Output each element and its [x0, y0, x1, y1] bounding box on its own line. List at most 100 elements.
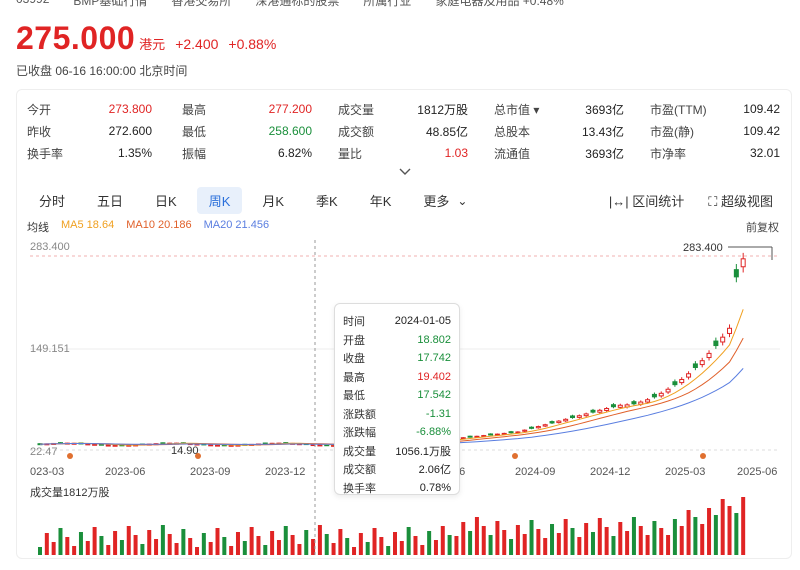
volume-bar	[509, 539, 513, 555]
volume-bar	[393, 532, 397, 555]
volume-bar	[454, 536, 458, 555]
candle	[652, 394, 656, 396]
candle	[577, 416, 581, 418]
volume-bar	[714, 515, 718, 555]
volume-bar	[202, 533, 206, 555]
volume-bar	[127, 526, 131, 555]
volume-bar	[58, 528, 62, 555]
volume-bar	[468, 531, 472, 555]
volume-bar	[625, 531, 629, 555]
candle	[530, 427, 534, 428]
volume-bar	[229, 546, 233, 555]
x-axis-label: 2023-12	[265, 466, 305, 478]
volume-label: 成交量1812万股	[30, 485, 109, 499]
volume-bar	[591, 532, 595, 555]
volume-bar	[297, 544, 301, 555]
volume-bar	[72, 546, 76, 555]
candle	[700, 361, 704, 365]
candle	[564, 419, 568, 421]
tooltip-row: 成交量 1056.1万股	[343, 442, 451, 461]
tooltip-row: 涨跌额 -1.31	[343, 405, 451, 424]
tooltip-value: 19.402	[417, 371, 451, 383]
volume-bar	[345, 538, 349, 555]
tooltip-row: 最高 19.402	[343, 368, 451, 387]
volume-bar	[270, 531, 274, 555]
candle	[714, 341, 718, 345]
candle	[216, 445, 220, 446]
candle	[209, 445, 213, 446]
volume-bar	[550, 524, 554, 555]
volume-bar	[386, 546, 390, 555]
volume-bar	[639, 526, 643, 555]
candle	[468, 436, 472, 437]
volume-bar	[605, 527, 609, 555]
tooltip-label: 收盘	[343, 350, 365, 366]
candle	[550, 422, 554, 423]
volume-bar	[256, 536, 260, 555]
volume-bar	[659, 528, 663, 555]
tooltip-value: 18.802	[417, 334, 451, 346]
volume-bar	[413, 536, 417, 555]
volume-bar	[168, 534, 172, 555]
volume-bar	[475, 517, 479, 555]
x-axis-label: 2025-03	[665, 466, 705, 478]
volume-bar	[489, 535, 493, 555]
tooltip-value: 1056.1万股	[395, 443, 451, 459]
volume-bar	[311, 539, 315, 555]
volume-bar	[434, 540, 438, 555]
volume-bar	[134, 535, 138, 555]
volume-bar	[120, 540, 124, 555]
event-marker	[195, 453, 201, 459]
volume-bar	[646, 535, 650, 555]
tooltip-row: 收盘 17.742	[343, 349, 451, 368]
volume-bar	[99, 536, 103, 555]
tooltip-label: 成交额	[343, 461, 376, 477]
tooltip-row: 换手率 0.78%	[343, 479, 451, 498]
x-axis-label: 023-03	[30, 466, 64, 478]
volume-bar	[448, 535, 452, 555]
volume-bar	[222, 537, 226, 555]
candle	[543, 425, 547, 426]
tooltip-value: 0.78%	[420, 482, 451, 494]
candle	[741, 259, 745, 267]
volume-bar	[652, 521, 656, 555]
candle	[693, 364, 697, 368]
volume-bar	[495, 521, 499, 555]
volume-bar	[277, 540, 281, 555]
volume-bar	[318, 525, 322, 555]
volume-bar	[86, 541, 90, 555]
volume-bar	[236, 532, 240, 555]
volume-bar	[284, 526, 288, 555]
tooltip-value: 2.06亿	[419, 461, 451, 477]
volume-bar	[673, 519, 677, 555]
event-marker	[512, 453, 518, 459]
candle	[632, 402, 636, 404]
candle	[646, 400, 650, 402]
volume-bar	[93, 527, 97, 555]
volume-bar	[366, 542, 370, 555]
volume-bar	[407, 527, 411, 555]
y-axis-label: 149.151	[30, 343, 70, 355]
volume-bar	[65, 537, 69, 555]
volume-bar	[379, 537, 383, 555]
volume-bar	[577, 537, 581, 555]
tooltip-value: 17.742	[417, 352, 451, 364]
volume-bar	[373, 528, 377, 555]
tooltip-row: 最低 17.542	[343, 386, 451, 405]
candle	[489, 434, 493, 435]
volume-bar	[175, 543, 179, 555]
volume-bar	[687, 510, 691, 555]
tooltip-label: 最低	[343, 387, 365, 403]
cursor-low-label: 14.90	[171, 445, 199, 457]
candle	[598, 410, 602, 412]
volume-bar	[734, 513, 738, 555]
volume-bar	[700, 524, 704, 555]
tooltip-value: -6.88%	[416, 426, 451, 438]
volume-bar	[666, 535, 670, 555]
volume-bar	[707, 508, 711, 555]
x-axis-label: 2024-12	[590, 466, 630, 478]
volume-bar	[482, 526, 486, 555]
volume-bar	[536, 529, 540, 555]
x-axis-label: 2025-06	[737, 466, 777, 478]
tooltip-value: 2024-01-05	[395, 315, 451, 327]
